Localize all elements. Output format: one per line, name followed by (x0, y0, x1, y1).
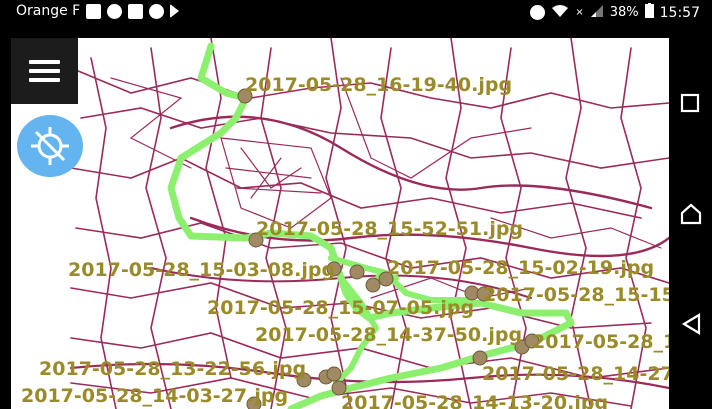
photo-marker[interactable] (326, 261, 342, 277)
photo-label[interactable]: 2017-05-28_14-37-50.jpg (255, 324, 522, 346)
photo-markers (237, 88, 540, 409)
photo-marker[interactable] (331, 380, 347, 396)
play-notification-icon (170, 4, 180, 18)
photo-marker[interactable] (365, 277, 381, 293)
android-nav-bar (669, 24, 712, 409)
settings-notification-icon (107, 3, 123, 19)
photo-marker[interactable] (472, 350, 488, 366)
photo-labels: 2017-05-28_16-19-40.jpg 2017-05-28_15-52… (21, 74, 669, 409)
wifi-icon (551, 4, 569, 22)
status-bar: Orange F × 38% 15:57 (0, 0, 712, 24)
home-icon[interactable] (679, 202, 703, 226)
menu-button[interactable] (11, 38, 78, 104)
battery-charging-icon (644, 3, 654, 22)
do-not-disturb-icon (530, 5, 546, 20)
carrier-name: Orange F (16, 3, 81, 19)
photo-marker[interactable] (378, 271, 394, 287)
map-view[interactable]: 2017-05-28_16-19-40.jpg 2017-05-28_15-52… (11, 38, 669, 409)
cell-signal-icon (590, 4, 604, 22)
photo-label[interactable]: 2017-05-28_15-02-19.jpg (387, 257, 654, 279)
photo-label[interactable]: 2017-05-28_15-03-08.jpg (68, 259, 335, 281)
terminal-notification-icon (128, 3, 144, 19)
photo-label[interactable]: 2017-05-28_14-27 (482, 363, 669, 385)
photo-label[interactable]: 2017-05-28_15-07-05.jpg (207, 297, 474, 319)
photo-label[interactable]: 2017-05-28_1 (532, 331, 669, 353)
photo-label[interactable]: 2017-05-28_15-15 (483, 284, 669, 306)
gps-toggle-button[interactable] (17, 115, 83, 177)
gallery-notification-icon (86, 3, 102, 19)
photo-label[interactable]: 2017-05-28_16-19-40.jpg (245, 74, 512, 96)
photo-marker[interactable] (524, 333, 540, 349)
photo-marker[interactable] (246, 396, 262, 409)
photo-marker[interactable] (237, 88, 253, 104)
photo-label[interactable]: 2017-05-28_14-03-27.jpg (21, 385, 288, 407)
map-canvas[interactable]: 2017-05-28_16-19-40.jpg 2017-05-28_15-52… (11, 38, 669, 409)
clock: 15:57 (659, 4, 700, 21)
photo-label[interactable]: 2017-05-28_15-52-51.jpg (256, 218, 523, 240)
gps-off-icon (31, 127, 69, 165)
photo-marker[interactable] (349, 264, 365, 280)
recents-square-icon[interactable] (679, 92, 701, 114)
photo-marker[interactable] (326, 366, 342, 382)
no-signal-x: × (575, 7, 584, 18)
barcode-notification-icon (149, 3, 165, 19)
photo-marker[interactable] (248, 232, 264, 248)
photo-label[interactable]: 2017-05-28_13-22-56.jpg (39, 358, 306, 380)
photo-marker[interactable] (296, 372, 312, 388)
photo-marker[interactable] (476, 286, 492, 302)
back-triangle-icon[interactable] (679, 312, 703, 336)
battery-percent: 38% (609, 5, 639, 20)
photo-label[interactable]: 2017-05-28_14-13-20.jpg (341, 392, 608, 409)
